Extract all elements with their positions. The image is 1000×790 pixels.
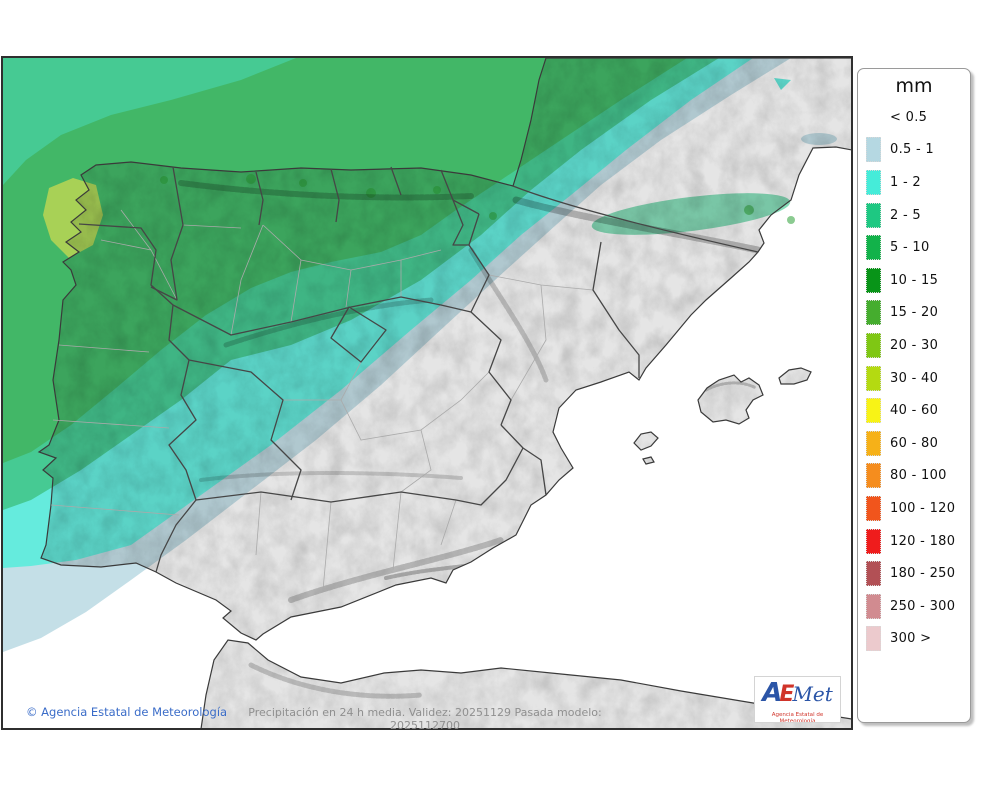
legend-entry: 300 >: [858, 623, 970, 656]
legend-swatch: [866, 593, 881, 619]
legend-entry: 1 - 2: [858, 166, 970, 199]
legend-entry-label: 120 - 180: [890, 533, 956, 549]
legend-entry-label: 0.5 - 1: [890, 142, 935, 158]
legend-entry-label: 100 - 120: [890, 500, 956, 516]
legend-entry-label: 15 - 20: [890, 305, 939, 321]
legend-swatch: [866, 202, 881, 228]
legend-swatch: [866, 300, 881, 326]
legend-swatch: [866, 398, 881, 424]
legend-entry: 15 - 20: [858, 297, 970, 330]
legend-entry-label: 5 - 10: [890, 240, 930, 256]
legend-entry: 40 - 60: [858, 394, 970, 427]
legend-swatch: [866, 137, 881, 163]
aemet-logo: AEMet Agencia Estatal de Meteorología: [754, 676, 841, 723]
spots-10-15: [160, 174, 795, 224]
legend-entry: 20 - 30: [858, 329, 970, 362]
legend-entry-label: 40 - 60: [890, 403, 939, 419]
logo-letter-e: E: [779, 682, 795, 707]
legend-swatch: [866, 528, 881, 554]
legend-swatch: [866, 561, 881, 587]
legend-swatch: [866, 169, 881, 195]
legend-entry: 80 - 100: [858, 460, 970, 493]
legend-entry-label: 80 - 100: [890, 468, 947, 484]
precipitation-map: [3, 58, 851, 728]
map-canvas: [1, 56, 853, 730]
legend-swatch: [866, 365, 881, 391]
legend-entry-label: < 0.5: [890, 109, 928, 125]
footer-status: Precipitación en 24 h media. Validez: 20…: [248, 706, 602, 732]
logo-letters-met: Met: [792, 682, 833, 706]
patch-05-1-northeast: [801, 133, 837, 145]
legend-swatch: [866, 267, 881, 293]
logo-wordmark: AEMet: [755, 678, 840, 711]
legend-entry: 5 - 10: [858, 231, 970, 264]
legend-entry: 0.5 - 1: [858, 134, 970, 167]
legend-entry-label: 180 - 250: [890, 566, 956, 582]
legend-panel: mm < 0.5 0.5 - 1 1 - 2 2 - 5 5 - 10 10 - 15 15…: [857, 68, 971, 723]
legend-entry-label: 250 - 300: [890, 598, 956, 614]
band-5-10: [3, 58, 687, 463]
legend-entry: 250 - 300: [858, 590, 970, 623]
precipitation-overlay: [3, 58, 837, 652]
legend-title: mm: [895, 75, 933, 97]
legend-swatch: [866, 430, 881, 456]
logo-subtitle: Agencia Estatal de Meteorología: [771, 711, 824, 723]
legend-entry-label: 300 >: [890, 631, 932, 647]
legend-entry: < 0.5: [858, 101, 970, 134]
legend-entries: < 0.5 0.5 - 1 1 - 2 2 - 5 5 - 10 10 - 15 15 - …: [858, 101, 970, 655]
legend-entry: 60 - 80: [858, 427, 970, 460]
legend-entry-label: 10 - 15: [890, 272, 939, 288]
legend-entry-label: 60 - 80: [890, 435, 939, 451]
patch-20-30-galicia: [43, 178, 103, 258]
legend-swatch: [866, 332, 881, 358]
legend-entry: 10 - 15: [858, 264, 970, 297]
region-borders: [78, 166, 759, 573]
legend-entry-label: 2 - 5: [890, 207, 921, 223]
legend-entry-label: 20 - 30: [890, 337, 939, 353]
legend-entry: 180 - 250: [858, 557, 970, 590]
legend-entry: 2 - 5: [858, 199, 970, 232]
province-borders: [50, 209, 594, 591]
patch-1-2-northeast: [774, 78, 791, 90]
legend-entry: 120 - 180: [858, 525, 970, 558]
legend-entry: 100 - 120: [858, 492, 970, 525]
legend-swatch: [866, 626, 881, 652]
logo-letter-a: A: [762, 678, 783, 708]
legend-swatch: [866, 495, 881, 521]
legend-swatch: [866, 235, 881, 261]
legend-entry-label: 1 - 2: [890, 174, 921, 190]
footer-copyright: © Agencia Estatal de Meteorología: [26, 705, 228, 719]
legend-swatch: [866, 463, 881, 489]
legend-entry-label: 30 - 40: [890, 370, 939, 386]
legend-entry: 30 - 40: [858, 362, 970, 395]
